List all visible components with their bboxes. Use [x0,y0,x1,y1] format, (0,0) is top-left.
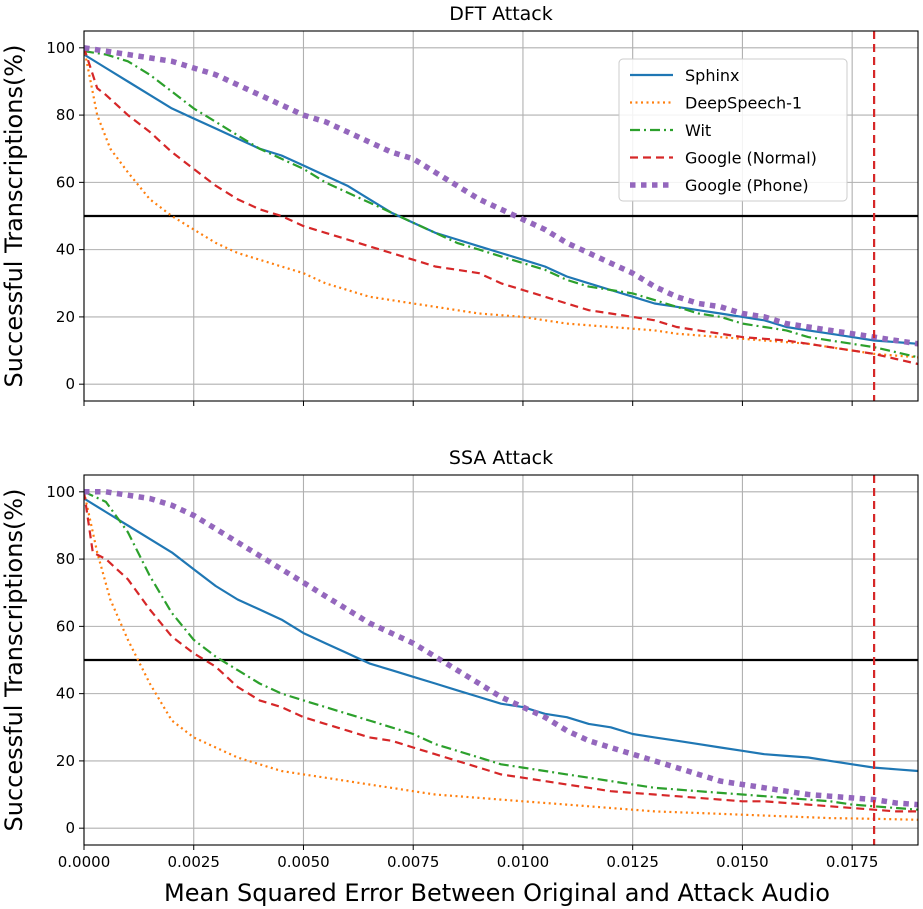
series-line-sphinx [84,53,918,345]
series-line-google-normal [84,47,918,366]
chart-panel-2: 0 20 40 60 80 100 0.0000 0.0025 0.0050 0.0075 0.01… [0,447,919,907]
x-tick-label: 0.0050 [277,853,330,871]
series-line-deepspeech-1 [84,47,918,359]
plot-frame [83,30,919,402]
legend-label: Google (Normal) [685,149,817,168]
series-line-google-phone [84,45,918,347]
series-line-sphinx [84,497,918,773]
chart-title: DFT Attack [449,3,553,25]
legend-label: DeepSpeech-1 [685,94,802,113]
y-tick-label: 80 [56,550,75,568]
x-axis-label: Mean Squared Error Between Original and … [164,879,830,907]
y-tick-label: 60 [56,617,75,635]
y-tick-label: 40 [56,241,75,259]
y-tick-label: 20 [56,752,75,770]
legend-label: Wit [685,121,711,140]
y-tick-label: 20 [56,308,75,326]
x-tick-label: 0.0150 [716,853,769,871]
chart-panel-1: 0 20 40 60 80 100 DFT Attack Successful Transcr… [0,3,919,406]
plot-frame [83,474,919,846]
legend-box [618,58,848,202]
series-line-wit [84,490,918,811]
series-line-google-phone [84,489,918,808]
y-axis-label: Successful Transcriptions(%) [0,489,28,832]
y-tick-label: 40 [56,685,75,703]
y-tick-label: 0 [65,375,75,393]
series-line-wit [84,50,918,359]
x-tick-label: 0.0125 [606,853,659,871]
y-tick-label: 80 [56,106,75,124]
x-tick-label: 0.0075 [387,853,440,871]
x-tick-label: 0.0100 [497,853,550,871]
series-line-deepspeech-1 [84,491,918,821]
legend-label: Google (Phone) [685,176,809,195]
legend: Sphinx DeepSpeech-1 Wit Google (Normal) Goog… [618,58,848,202]
y-tick-label: 100 [46,39,75,57]
x-tick-label: 0.0000 [58,853,111,871]
legend-label: Sphinx [685,66,740,85]
x-tick-label: 0.0025 [167,853,220,871]
y-tick-label: 100 [46,483,75,501]
y-tick-label: 0 [65,819,75,837]
chart-title: SSA Attack [449,447,553,469]
y-tick-label: 60 [56,173,75,191]
y-axis-label: Successful Transcriptions(%) [0,45,28,388]
x-tick-label: 0.0175 [826,853,879,871]
